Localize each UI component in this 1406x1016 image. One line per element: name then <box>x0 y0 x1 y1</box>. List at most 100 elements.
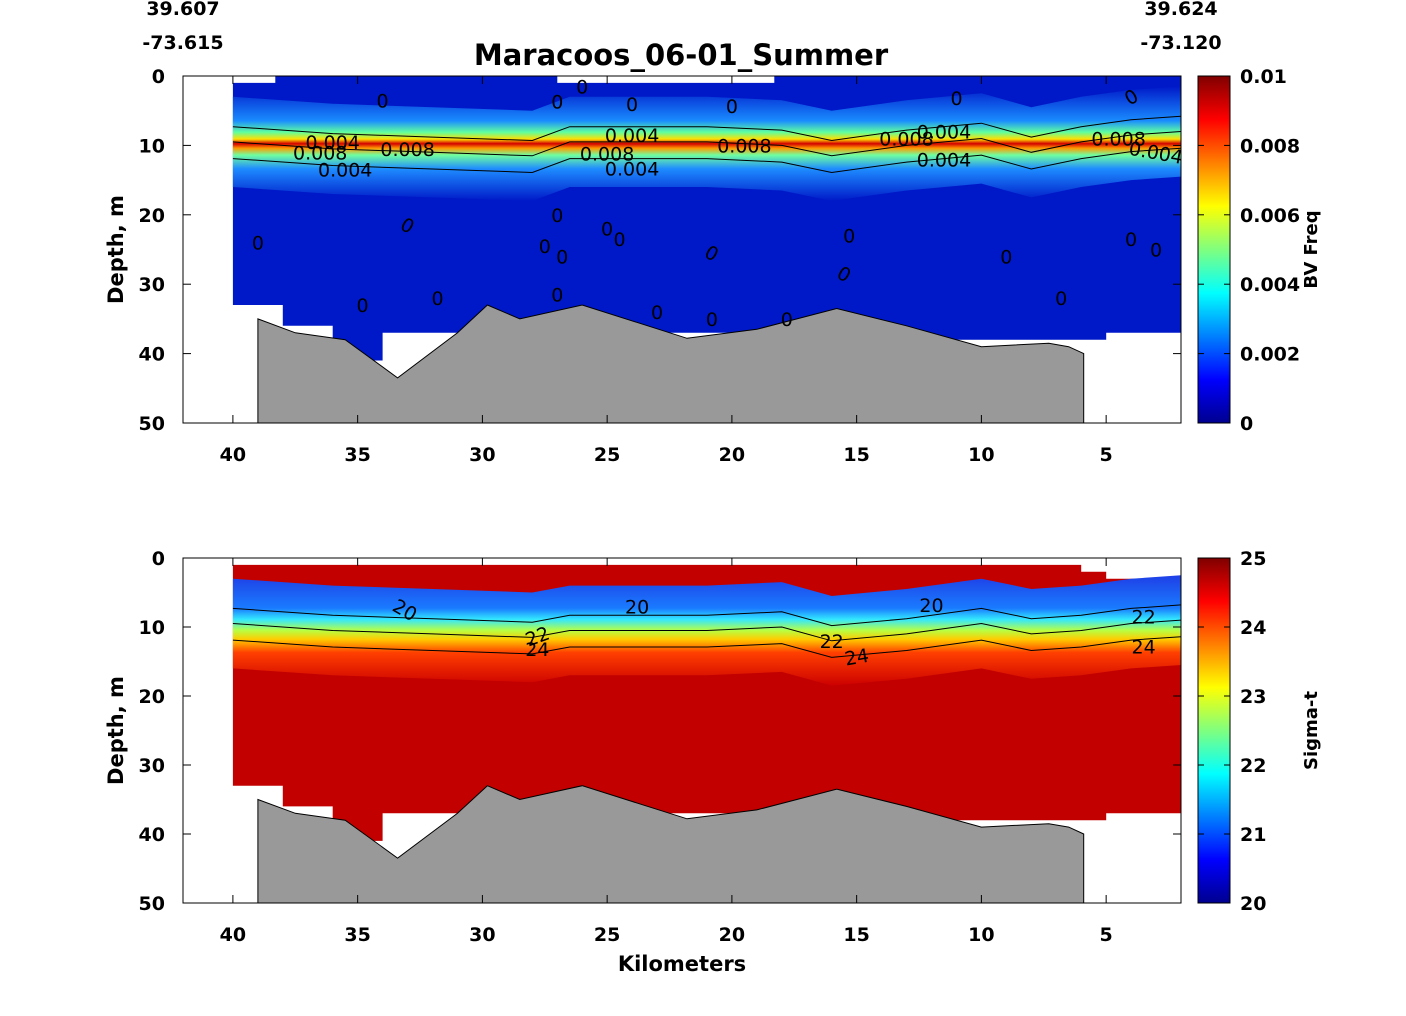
contour-label: 0.004 <box>305 132 359 154</box>
x-tick-label: 35 <box>344 924 370 946</box>
x-tick-label: 15 <box>843 924 869 946</box>
contour-label: 0 <box>551 92 563 114</box>
colorbar-ticks: 20 21 22 23 24 25 <box>1198 548 1266 915</box>
bv-freq-panel: 39.607 -73.615 39.624 -73.120 Maracoos_0… <box>104 0 1322 466</box>
colorbar-tick-label: 21 <box>1240 824 1266 846</box>
contour-label: 0.008 <box>293 142 347 164</box>
y-tick-label: 10 <box>139 617 165 639</box>
x-tick-label: 40 <box>220 924 246 946</box>
axes-frame <box>182 75 1182 424</box>
contour-label: 0 <box>1150 240 1162 262</box>
contour-label: 0 <box>357 295 369 317</box>
contour-label: 0 <box>556 246 568 268</box>
y-tick-label: 30 <box>139 755 165 777</box>
y-tick-label: 20 <box>139 205 165 227</box>
contour-line <box>232 131 1182 157</box>
contour-label: 0.008 <box>1091 129 1145 151</box>
colorbar-tick-label: 0 <box>1240 413 1253 435</box>
y-tick-label: 10 <box>139 135 165 157</box>
colorbar-tick-label: 0.006 <box>1240 205 1300 227</box>
contour-label: 0 <box>252 233 264 255</box>
y-tick-label: 0 <box>152 548 165 570</box>
contour-label: 22 <box>820 631 844 653</box>
colorbar-tick-label: 23 <box>1240 686 1266 708</box>
x-axis-label: Kilometers <box>618 952 746 976</box>
start-lat: 39.607 <box>146 0 219 20</box>
y-tick-label: 0 <box>152 66 165 88</box>
colorbar-scale <box>1197 557 1231 904</box>
contour-label: 0 <box>626 94 638 116</box>
contour-label: 24 <box>843 645 871 671</box>
data-area <box>232 76 1182 424</box>
seabed <box>257 304 1085 424</box>
contour-label: 0 <box>651 302 663 324</box>
x-tick-label: 25 <box>594 924 620 946</box>
contour-line <box>232 604 1182 627</box>
contour-label: 0.008 <box>717 135 771 157</box>
start-lon: -73.615 <box>142 32 223 54</box>
contour-line <box>232 115 1182 142</box>
contour-label: 0 <box>843 226 855 248</box>
contour-label: 0 <box>576 76 588 98</box>
x-axis: 40 35 30 25 20 15 10 5 <box>220 76 1113 466</box>
contour-label: 0.004 <box>605 125 659 147</box>
contour-label: 0 <box>551 285 563 307</box>
x-tick-label: 35 <box>344 444 370 466</box>
colorbar-label: BV Freq <box>1301 210 1322 288</box>
contour-label: 0 <box>614 229 626 251</box>
contour-label: 0.004 <box>318 160 372 182</box>
contour-label: 0 <box>551 205 563 227</box>
contour-label: 0 <box>950 88 962 110</box>
colorbar-tick-label: 0.01 <box>1240 66 1287 88</box>
colorbar-tick-label: 25 <box>1240 548 1266 570</box>
contour-label: 0 <box>601 219 613 241</box>
contour-line <box>232 636 1182 658</box>
contour-label: 0.008 <box>580 144 634 166</box>
contour-label: 0 <box>1000 246 1012 268</box>
colorbar-ticks: 0 0.002 0.004 0.006 0.008 0.01 <box>1198 66 1300 435</box>
colorbar-tick-label: 0.004 <box>1240 274 1300 296</box>
y-axis: 0 10 20 30 40 50 <box>139 66 1181 435</box>
colorbar: 0 0.002 0.004 0.006 0.008 0.01 BV Freq <box>1197 66 1322 435</box>
y-axis-label: Depth, m <box>104 676 128 785</box>
x-tick-label: 30 <box>469 924 495 946</box>
contour-label: 24 <box>525 639 549 661</box>
x-tick-label: 20 <box>719 924 745 946</box>
contour-line <box>232 619 1182 642</box>
contour-label: 0.004 <box>917 122 971 144</box>
y-tick-label: 40 <box>139 824 165 846</box>
contour-label: 0 <box>726 96 738 118</box>
x-tick-label: 5 <box>1100 444 1113 466</box>
colorbar-tick-label: 0.008 <box>1240 135 1300 157</box>
contour-label: 0 <box>431 288 443 310</box>
x-tick-label: 10 <box>968 444 994 466</box>
colorbar: 20 21 22 23 24 25 Sigma-t <box>1197 548 1322 915</box>
x-tick-label: 25 <box>594 444 620 466</box>
y-tick-label: 30 <box>139 274 165 296</box>
chart-title: Maracoos_06-01_Summer <box>474 38 889 72</box>
end-lat: 39.624 <box>1144 0 1217 20</box>
x-tick-label: 10 <box>968 924 994 946</box>
x-tick-label: 15 <box>843 444 869 466</box>
contour-label: 24 <box>1132 636 1156 658</box>
contour-label: 0.008 <box>380 139 434 161</box>
colorbar-tick-label: 24 <box>1240 617 1266 639</box>
x-tick-label: 5 <box>1100 924 1113 946</box>
axes-frame <box>182 557 1182 904</box>
contour-label: 0 <box>1125 229 1137 251</box>
colorbar-tick-label: 20 <box>1240 893 1266 915</box>
end-lon: -73.120 <box>1140 32 1221 54</box>
contour-label: 0 <box>377 90 389 112</box>
contour-label: 0.004 <box>917 149 971 171</box>
colorbar-tick-label: 0.002 <box>1240 344 1300 366</box>
y-tick-label: 50 <box>139 893 165 915</box>
contour-label: 20 <box>625 596 649 618</box>
contour-label: 0 <box>706 309 718 331</box>
y-axis-label: Depth, m <box>104 195 128 304</box>
x-tick-label: 20 <box>719 444 745 466</box>
contour-label: 0.004 <box>605 158 659 180</box>
colorbar-scale <box>1197 75 1231 424</box>
y-tick-label: 20 <box>139 686 165 708</box>
